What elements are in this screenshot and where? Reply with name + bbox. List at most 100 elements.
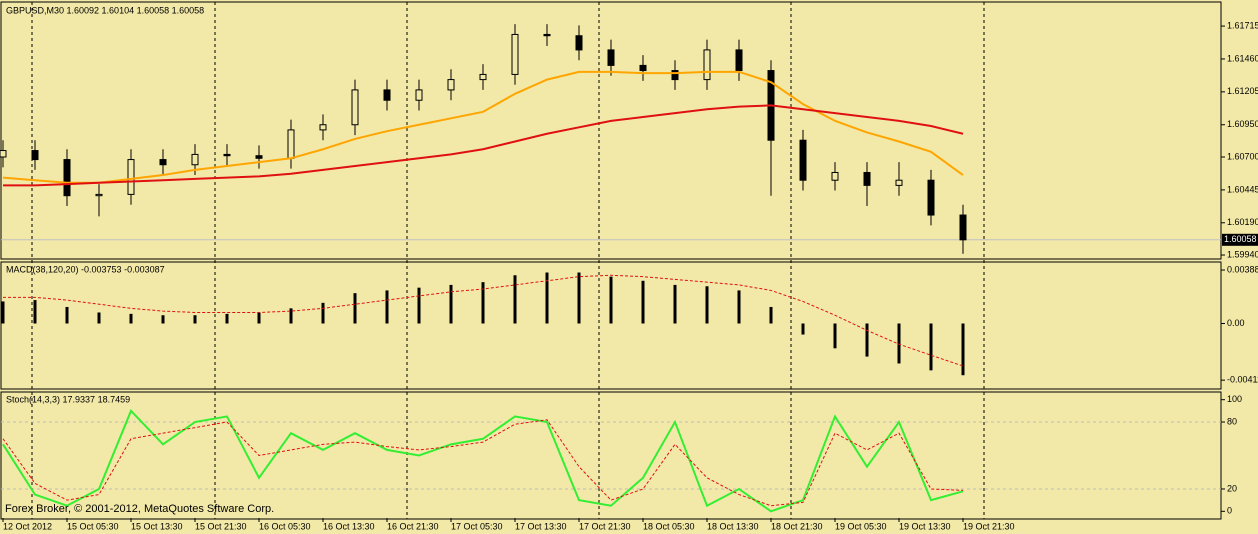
histogram-bar bbox=[865, 323, 869, 357]
panel-title: GBPUSD,M30 1.60092 1.60104 1.60058 1.600… bbox=[6, 5, 204, 15]
candle-body bbox=[127, 159, 135, 195]
candle-body bbox=[319, 124, 327, 131]
y-tick-label: 0.00 bbox=[1227, 318, 1245, 328]
candle-body bbox=[63, 159, 71, 197]
histogram-bar bbox=[769, 306, 773, 324]
y-tick-label: 100 bbox=[1227, 394, 1242, 404]
histogram-bar bbox=[577, 272, 581, 324]
series-line bbox=[2, 419, 964, 507]
candle-body bbox=[799, 139, 807, 181]
histogram-bar bbox=[737, 290, 741, 324]
x-tick-label: 16 Oct 21:30 bbox=[387, 521, 439, 531]
candle-body bbox=[31, 150, 39, 161]
candle-body bbox=[639, 64, 647, 72]
x-tick-label: 17 Oct 13:30 bbox=[515, 521, 567, 531]
series-line bbox=[2, 70, 964, 184]
x-tick-label: 18 Oct 13:30 bbox=[707, 521, 759, 531]
x-tick-label: 17 Oct 21:30 bbox=[579, 521, 631, 531]
y-tick-label: 0.00388 bbox=[1227, 264, 1258, 274]
histogram-bar bbox=[449, 284, 453, 324]
y-tick-label: 1.60700 bbox=[1227, 151, 1258, 161]
histogram-bar bbox=[321, 302, 325, 324]
candle-body bbox=[159, 159, 167, 166]
histogram-bar bbox=[417, 287, 421, 324]
candle-body bbox=[543, 33, 551, 37]
last-price-label: 1.60058 bbox=[1224, 234, 1257, 244]
histogram-bar bbox=[97, 312, 101, 324]
copyright: Forex Broker, © 2001-2012, MetaQuotes Sf… bbox=[5, 503, 274, 515]
y-tick-label: 1.59940 bbox=[1227, 249, 1258, 259]
histogram-bar bbox=[641, 280, 645, 324]
histogram-bar bbox=[225, 313, 229, 324]
y-tick-label: 1.60950 bbox=[1227, 119, 1258, 129]
histogram-bar bbox=[353, 293, 357, 324]
y-tick-label: 1.61205 bbox=[1227, 86, 1258, 96]
candle-body bbox=[831, 171, 839, 181]
panel-title: Stoch(14,3,3) 17.9337 18.7459 bbox=[6, 394, 130, 404]
candle-body bbox=[255, 155, 263, 159]
histogram-bar bbox=[65, 306, 69, 324]
x-tick-label: 12 Oct 2012 bbox=[3, 521, 52, 531]
candle-body bbox=[223, 153, 231, 157]
x-tick-label: 15 Oct 05:30 bbox=[67, 521, 119, 531]
panel-title: MACD(38,120,20) -0.003753 -0.003087 bbox=[6, 264, 165, 274]
x-tick-label: 19 Oct 13:30 bbox=[899, 521, 951, 531]
candle-body bbox=[0, 150, 7, 158]
histogram-bar bbox=[897, 323, 901, 364]
histogram-bar bbox=[193, 315, 197, 324]
histogram-bar bbox=[609, 276, 613, 324]
histogram-bar bbox=[1, 301, 5, 324]
y-tick-label: 1.61715 bbox=[1227, 20, 1258, 30]
histogram-bar bbox=[673, 284, 677, 324]
y-tick-label: 0 bbox=[1227, 506, 1232, 516]
histogram-bar bbox=[481, 282, 485, 324]
candle-body bbox=[191, 153, 199, 166]
x-tick-label: 19 Oct 05:30 bbox=[835, 521, 887, 531]
y-tick-label: 20 bbox=[1227, 483, 1237, 493]
candle-body bbox=[895, 179, 903, 186]
series-line bbox=[2, 409, 964, 513]
histogram-bar bbox=[161, 315, 165, 324]
x-tick-label: 19 Oct 21:30 bbox=[963, 521, 1015, 531]
y-tick-label: -0.00411 bbox=[1227, 375, 1258, 385]
candle-body bbox=[511, 33, 519, 75]
x-tick-label: 15 Oct 13:30 bbox=[131, 521, 183, 531]
candle-body bbox=[959, 214, 967, 241]
series-line bbox=[3, 274, 964, 367]
candle-body bbox=[863, 171, 871, 186]
candle-body bbox=[575, 35, 583, 51]
histogram-bar bbox=[801, 323, 805, 335]
candle-body bbox=[671, 70, 679, 81]
histogram-bar bbox=[33, 300, 37, 324]
x-tick-label: 18 Oct 05:30 bbox=[643, 521, 695, 531]
x-tick-label: 16 Oct 13:30 bbox=[323, 521, 375, 531]
candle-body bbox=[927, 179, 935, 216]
candle-body bbox=[703, 49, 711, 81]
histogram-bar bbox=[513, 275, 517, 324]
candle-body bbox=[447, 79, 455, 91]
histogram-bar bbox=[289, 308, 293, 324]
histogram-bar bbox=[961, 323, 965, 376]
candle-body bbox=[95, 193, 103, 197]
x-tick-label: 16 Oct 05:30 bbox=[259, 521, 311, 531]
candle-body bbox=[383, 89, 391, 101]
histogram-bar bbox=[545, 272, 549, 324]
y-tick-label: 1.60445 bbox=[1227, 184, 1258, 194]
candle-body bbox=[735, 49, 743, 72]
histogram-bar bbox=[705, 286, 709, 324]
x-tick-label: 18 Oct 21:30 bbox=[771, 521, 823, 531]
candle-body bbox=[607, 49, 615, 66]
series-line bbox=[3, 104, 964, 187]
histogram-bar bbox=[833, 323, 837, 349]
price-panel bbox=[0, 1, 1222, 260]
macd-panel bbox=[0, 261, 1222, 390]
x-tick-label: 17 Oct 05:30 bbox=[451, 521, 503, 531]
candle-body bbox=[287, 129, 295, 159]
x-tick-label: 15 Oct 21:30 bbox=[195, 521, 247, 531]
candle-body bbox=[479, 73, 487, 81]
histogram-bar bbox=[385, 290, 389, 324]
y-tick-label: 1.61460 bbox=[1227, 53, 1258, 63]
candle-body bbox=[415, 89, 423, 101]
